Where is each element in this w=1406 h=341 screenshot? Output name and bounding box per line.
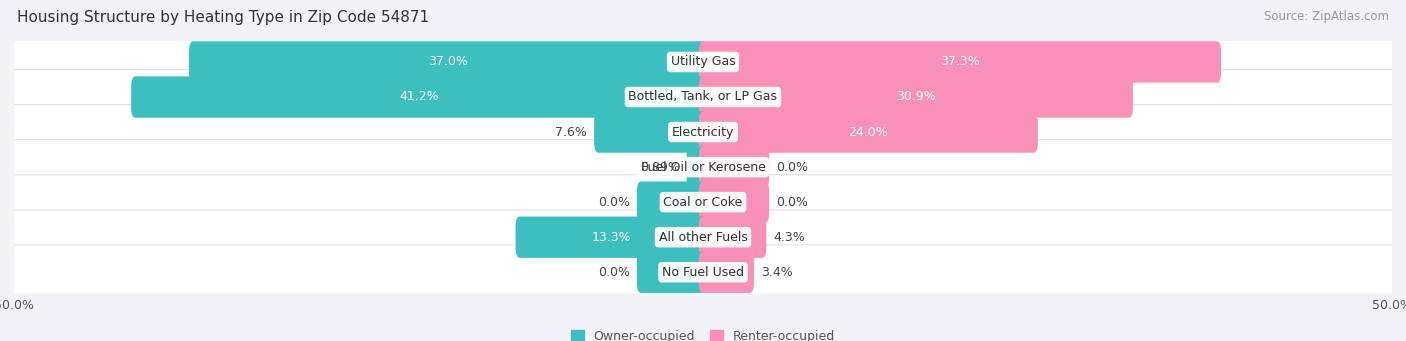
Text: Electricity: Electricity bbox=[672, 125, 734, 138]
FancyBboxPatch shape bbox=[3, 245, 1403, 300]
Text: Bottled, Tank, or LP Gas: Bottled, Tank, or LP Gas bbox=[628, 90, 778, 104]
Text: 37.3%: 37.3% bbox=[941, 56, 980, 69]
Text: Utility Gas: Utility Gas bbox=[671, 56, 735, 69]
Text: 3.4%: 3.4% bbox=[761, 266, 793, 279]
Text: 37.0%: 37.0% bbox=[429, 56, 468, 69]
Text: 7.6%: 7.6% bbox=[555, 125, 588, 138]
FancyBboxPatch shape bbox=[3, 210, 1403, 265]
FancyBboxPatch shape bbox=[188, 41, 707, 83]
FancyBboxPatch shape bbox=[516, 217, 707, 258]
Text: 0.0%: 0.0% bbox=[598, 266, 630, 279]
Text: 13.3%: 13.3% bbox=[592, 231, 631, 244]
FancyBboxPatch shape bbox=[3, 175, 1403, 229]
Text: 0.89%: 0.89% bbox=[640, 161, 679, 174]
FancyBboxPatch shape bbox=[699, 76, 1133, 118]
Text: 30.9%: 30.9% bbox=[896, 90, 936, 104]
FancyBboxPatch shape bbox=[3, 70, 1403, 124]
Text: 41.2%: 41.2% bbox=[399, 90, 439, 104]
FancyBboxPatch shape bbox=[699, 181, 769, 223]
Text: 24.0%: 24.0% bbox=[848, 125, 889, 138]
Text: Housing Structure by Heating Type in Zip Code 54871: Housing Structure by Heating Type in Zip… bbox=[17, 10, 429, 25]
FancyBboxPatch shape bbox=[595, 112, 707, 153]
Text: Fuel Oil or Kerosene: Fuel Oil or Kerosene bbox=[641, 161, 765, 174]
FancyBboxPatch shape bbox=[131, 76, 707, 118]
FancyBboxPatch shape bbox=[637, 252, 707, 293]
FancyBboxPatch shape bbox=[699, 41, 1220, 83]
Text: 0.0%: 0.0% bbox=[776, 161, 808, 174]
Text: 0.0%: 0.0% bbox=[776, 196, 808, 209]
Text: Coal or Coke: Coal or Coke bbox=[664, 196, 742, 209]
Text: No Fuel Used: No Fuel Used bbox=[662, 266, 744, 279]
FancyBboxPatch shape bbox=[637, 181, 707, 223]
Text: Source: ZipAtlas.com: Source: ZipAtlas.com bbox=[1264, 10, 1389, 23]
Text: All other Fuels: All other Fuels bbox=[658, 231, 748, 244]
FancyBboxPatch shape bbox=[686, 146, 707, 188]
FancyBboxPatch shape bbox=[699, 112, 1038, 153]
FancyBboxPatch shape bbox=[3, 140, 1403, 194]
FancyBboxPatch shape bbox=[3, 105, 1403, 159]
Text: 4.3%: 4.3% bbox=[773, 231, 806, 244]
FancyBboxPatch shape bbox=[699, 146, 769, 188]
Text: 0.0%: 0.0% bbox=[598, 196, 630, 209]
FancyBboxPatch shape bbox=[699, 252, 754, 293]
FancyBboxPatch shape bbox=[3, 35, 1403, 89]
Legend: Owner-occupied, Renter-occupied: Owner-occupied, Renter-occupied bbox=[571, 329, 835, 341]
FancyBboxPatch shape bbox=[699, 217, 766, 258]
